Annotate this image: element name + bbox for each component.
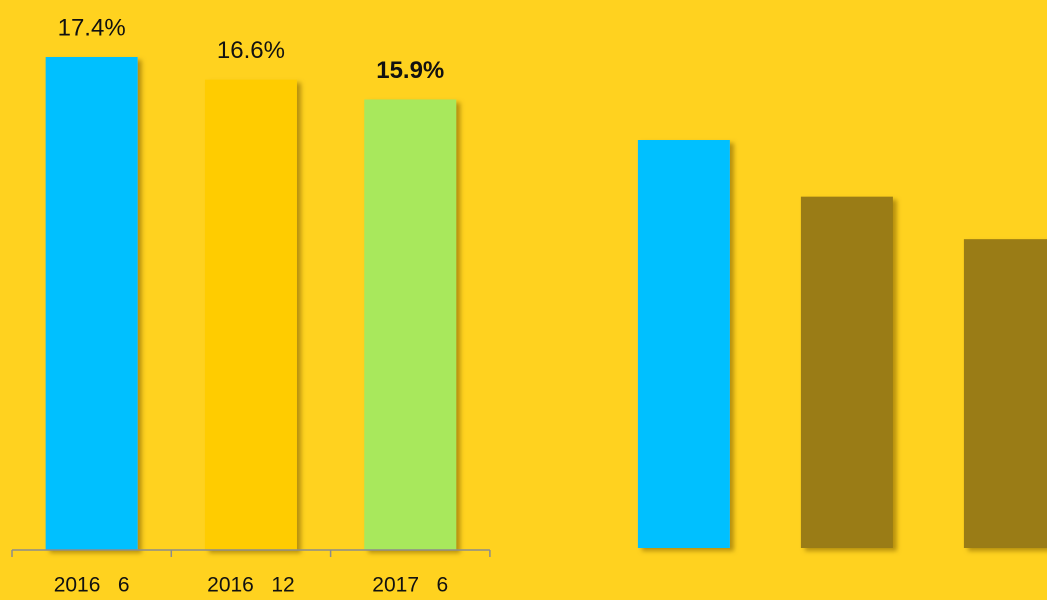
bar (45, 57, 138, 550)
x-tick-label: 2017 6 (372, 574, 448, 597)
bar (364, 99, 457, 550)
data-label: 15.9% (376, 57, 444, 84)
data-label: 16.6% (217, 37, 285, 64)
x-tick-label: 2016 12 (207, 574, 295, 597)
bar (963, 239, 1047, 548)
x-tick-label: 2016 6 (54, 574, 130, 597)
bar (637, 140, 730, 548)
data-label: 17.4% (58, 14, 126, 41)
bar (204, 79, 297, 551)
bar (800, 196, 893, 548)
